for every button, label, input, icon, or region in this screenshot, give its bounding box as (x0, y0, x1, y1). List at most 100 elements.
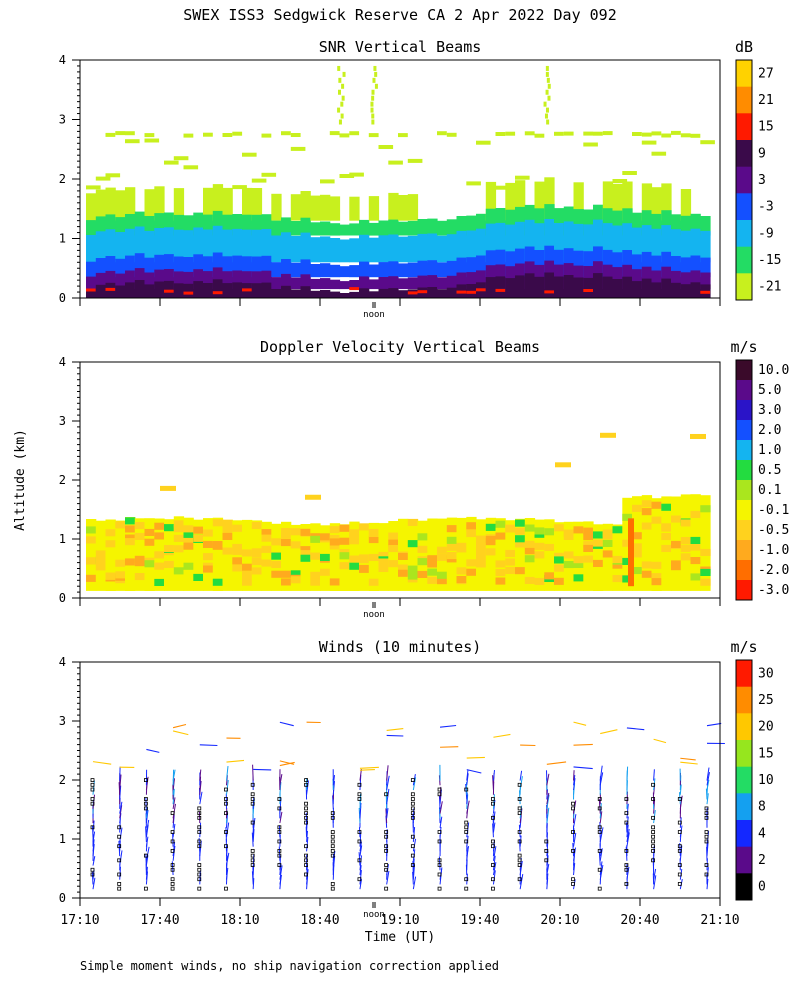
doppler-cell (232, 564, 243, 572)
snr-cell (485, 223, 497, 263)
wind-barb (386, 734, 404, 737)
snr-cell (164, 160, 179, 165)
snr-cell (134, 280, 146, 298)
wind-calm-marker (90, 797, 95, 801)
wind-barb (412, 777, 417, 791)
wind-calm-marker (197, 811, 202, 816)
wind-calm-marker (384, 867, 389, 872)
snr-cell (388, 160, 403, 165)
snr-cell (378, 288, 389, 298)
snr-cell (183, 283, 194, 298)
snr-cell (310, 264, 321, 278)
doppler-cell (485, 548, 497, 556)
colorbar-label: 0.1 (758, 483, 781, 498)
wind-barb (279, 781, 282, 795)
wind-calm-marker (277, 848, 282, 853)
colorbar-label: 15 (758, 746, 774, 761)
doppler-cell (700, 568, 711, 576)
snr-cell (583, 131, 594, 136)
doppler-cell (515, 527, 526, 535)
doppler-cell (407, 565, 419, 573)
wind-calm-marker (677, 830, 682, 834)
wind-barb (92, 839, 95, 852)
snr-cell (388, 276, 399, 290)
snr-cell (173, 156, 189, 161)
snr-cell (466, 230, 477, 263)
y-axis-label: Altitude (km) (13, 429, 28, 531)
snr-cell (359, 276, 370, 289)
snr-cell (407, 235, 419, 263)
snr-cell (583, 224, 594, 263)
snr-cell (398, 236, 409, 263)
wind-calm-marker (90, 867, 95, 872)
doppler-cell (495, 577, 506, 585)
wind-profile (224, 737, 245, 891)
doppler-cell (417, 570, 428, 578)
wind-calm-marker (597, 797, 602, 801)
wind-barb (306, 865, 308, 880)
doppler-cell (95, 563, 107, 571)
wind-calm-marker (197, 839, 202, 844)
doppler-cell (690, 543, 701, 551)
snr-cell (690, 282, 701, 298)
snr-cell (320, 290, 331, 298)
snr-cell (622, 181, 633, 221)
wind-barb (359, 870, 362, 885)
doppler-cell (602, 529, 614, 537)
snr-panel: SNR Vertical Beams 0 1 2 3 4 noon 27 21 15 9 3 -3 -… (59, 38, 782, 320)
snr-cell (105, 270, 116, 290)
colorbar-swatch (736, 273, 752, 301)
snr-cell (271, 193, 282, 221)
snr-cell (545, 107, 549, 113)
colorbar-label: -3.0 (758, 583, 789, 598)
wind-barb (172, 797, 176, 809)
snr-cell (95, 272, 107, 290)
wind-calm-marker (224, 811, 228, 816)
wind-barb (679, 817, 682, 828)
snr-cell (485, 277, 497, 298)
snr-cell (329, 196, 341, 221)
wind-calm-marker (357, 830, 362, 834)
snr-cell (544, 219, 555, 263)
snr-cell (368, 196, 380, 221)
wind-calm-marker (410, 834, 415, 839)
snr-cell (680, 189, 692, 221)
panel-content (86, 432, 711, 591)
doppler-cell (173, 525, 185, 533)
snr-cell (349, 196, 360, 221)
snr-cell (583, 266, 594, 289)
snr-cell (371, 113, 375, 119)
snr-cell (374, 71, 378, 77)
colorbar-label: -2.0 (758, 563, 789, 578)
snr-cell (339, 133, 350, 138)
snr-cell (641, 183, 653, 221)
wind-calm-marker (517, 830, 522, 834)
snr-cell (407, 291, 418, 295)
wind-barb (519, 835, 522, 847)
snr-cell (545, 65, 549, 71)
snr-cell (547, 95, 551, 101)
snr-cell (339, 293, 350, 298)
doppler-cell (193, 526, 204, 534)
snr-cell (154, 228, 165, 263)
snr-cell (105, 187, 116, 221)
wind-barb (199, 780, 202, 795)
snr-cell (641, 266, 653, 289)
snr-cell (573, 250, 584, 278)
x-tick-label: 20:10 (540, 913, 579, 928)
colorbar-swatch (736, 793, 752, 821)
wind-barb (118, 840, 121, 857)
wind-calm-marker (384, 844, 389, 849)
wind-profile (357, 766, 379, 890)
wind-barb (626, 866, 630, 880)
doppler-cell (160, 485, 176, 491)
wind-calm-marker (571, 848, 575, 853)
snr-cell (329, 279, 341, 290)
wind-barb (599, 765, 603, 781)
doppler-cell (407, 540, 419, 548)
wind-calm-marker (117, 886, 122, 891)
doppler-cell (417, 545, 428, 553)
wind-barb (492, 775, 494, 791)
doppler-cell (466, 530, 477, 538)
wind-barb (386, 788, 390, 805)
